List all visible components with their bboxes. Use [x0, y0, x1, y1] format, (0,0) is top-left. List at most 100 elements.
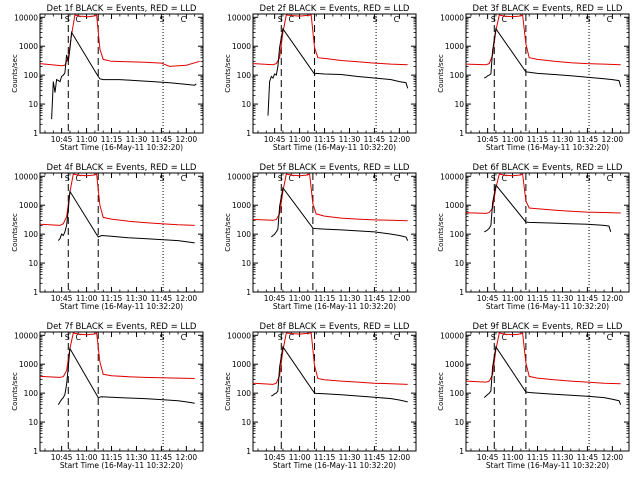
top-bracket-label: S	[278, 15, 283, 24]
x-tick-label: 11:30	[552, 294, 574, 303]
y-tick-label: 1000	[19, 201, 38, 210]
x-tick-label: 11:15	[101, 453, 123, 462]
y-tick-label: 1	[33, 447, 38, 456]
x-tick-label: 11:00	[502, 294, 524, 303]
plot-frame	[465, 172, 630, 293]
x-tick-label: 11:30	[126, 294, 148, 303]
top-bracket-label: C	[394, 333, 400, 342]
y-tick-label: 100	[450, 71, 465, 80]
top-bracket-label: S	[491, 333, 496, 342]
lld-series-line	[40, 332, 195, 379]
y-tick-label: 10	[28, 100, 38, 109]
top-bracket-label: C	[607, 174, 613, 183]
top-bracket-label: C	[75, 15, 81, 24]
y-tick-label: 1	[33, 288, 38, 297]
y-tick-label: 1	[459, 447, 464, 456]
y-tick-label: 1	[246, 129, 251, 138]
y-axis-label: Counts/sec	[11, 213, 19, 252]
y-tick-label: 10	[241, 418, 251, 427]
x-tick-label: 11:45	[151, 294, 173, 303]
y-tick-label: 10000	[440, 172, 464, 181]
x-tick-label: 11:30	[339, 294, 361, 303]
top-bracket-label: S	[586, 333, 591, 342]
lld-series-line	[466, 14, 621, 66]
plot-frame	[39, 13, 204, 134]
y-tick-label: 100	[237, 389, 252, 398]
x-tick-label: 10:45	[264, 294, 286, 303]
x-tick-label: 11:45	[364, 294, 386, 303]
x-axis-label: Start Time (16-May-11 10:32:20)	[486, 302, 609, 311]
x-tick-label: 12:00	[176, 294, 198, 303]
y-axis-label: Counts/sec	[11, 372, 19, 411]
top-bracket-label: C	[394, 174, 400, 183]
detector-plot-panel: Det 8f BLACK = Events, RED = LLD 1 10 100 10…	[224, 322, 417, 470]
top-bracket-label: C	[75, 174, 81, 183]
plot-title: Det 5f BLACK = Events, RED = LLD	[260, 163, 410, 173]
events-series-line	[484, 183, 612, 233]
x-tick-label: 11:15	[527, 135, 549, 144]
x-tick-label: 11:00	[289, 135, 311, 144]
plot-title: Det 2f BLACK = Events, RED = LLD	[260, 4, 410, 14]
x-tick-label: 12:00	[602, 294, 624, 303]
x-tick-label: 10:45	[51, 135, 73, 144]
x-tick-label: 11:15	[527, 294, 549, 303]
top-bracket-label: S	[65, 15, 70, 24]
y-tick-label: 100	[237, 230, 252, 239]
x-tick-label: 12:00	[176, 135, 198, 144]
top-bracket-label: S	[586, 15, 591, 24]
events-series-line	[483, 345, 622, 405]
x-tick-label: 11:45	[577, 453, 599, 462]
y-tick-label: 10000	[440, 331, 464, 340]
plot-frame	[465, 13, 630, 134]
y-tick-label: 10	[454, 259, 464, 268]
y-tick-label: 1000	[19, 360, 38, 369]
x-tick-label: 11:45	[577, 135, 599, 144]
x-tick-label: 11:15	[101, 135, 123, 144]
plot-title: Det 9f BLACK = Events, RED = LLD	[473, 322, 623, 332]
plot-title: Det 4f BLACK = Events, RED = LLD	[47, 163, 197, 173]
y-axis-label: Counts/sec	[437, 213, 445, 252]
detector-plot-panel: Det 6f BLACK = Events, RED = LLD 1 10 100 10…	[437, 163, 630, 311]
x-tick-label: 11:45	[577, 294, 599, 303]
y-tick-label: 1	[246, 447, 251, 456]
x-axis-label: Start Time (16-May-11 10:32:20)	[60, 461, 183, 470]
y-tick-label: 1000	[445, 42, 464, 51]
top-bracket-label: C	[607, 333, 613, 342]
events-series-line	[270, 186, 409, 241]
top-bracket-label: C	[501, 174, 507, 183]
top-bracket-label: C	[288, 15, 294, 24]
top-bracket-label: C	[288, 333, 294, 342]
y-tick-label: 1000	[445, 201, 464, 210]
y-tick-label: 1000	[232, 201, 251, 210]
x-tick-label: 11:45	[151, 453, 173, 462]
x-tick-label: 11:45	[364, 135, 386, 144]
plot-title: Det 3f BLACK = Events, RED = LLD	[473, 4, 623, 14]
y-tick-label: 1	[246, 288, 251, 297]
plot-title: Det 8f BLACK = Events, RED = LLD	[260, 322, 410, 332]
y-axis-label: Counts/sec	[437, 372, 445, 411]
y-tick-label: 1	[459, 129, 464, 138]
y-tick-label: 100	[24, 71, 39, 80]
y-tick-label: 10	[28, 259, 38, 268]
x-axis-label: Start Time (16-May-11 10:32:20)	[486, 143, 609, 152]
plot-frame	[39, 331, 204, 452]
x-tick-label: 11:00	[289, 294, 311, 303]
top-bracket-label: S	[373, 15, 378, 24]
x-axis-label: Start Time (16-May-11 10:32:20)	[60, 302, 183, 311]
y-tick-label: 10	[241, 259, 251, 268]
y-tick-label: 1000	[232, 42, 251, 51]
lld-series-line	[40, 173, 195, 226]
top-bracket-label: S	[278, 174, 283, 183]
x-tick-label: 11:00	[76, 294, 98, 303]
x-axis-label: Start Time (16-May-11 10:32:20)	[273, 461, 396, 470]
x-tick-label: 10:45	[264, 135, 286, 144]
top-bracket-label: C	[501, 333, 507, 342]
x-tick-label: 11:30	[552, 453, 574, 462]
plot-frame	[465, 331, 630, 452]
y-tick-label: 100	[24, 389, 39, 398]
y-axis-label: Counts/sec	[437, 54, 445, 93]
top-bracket-label: S	[160, 174, 165, 183]
y-axis-label: Counts/sec	[224, 372, 232, 411]
plot-frame	[252, 331, 417, 452]
